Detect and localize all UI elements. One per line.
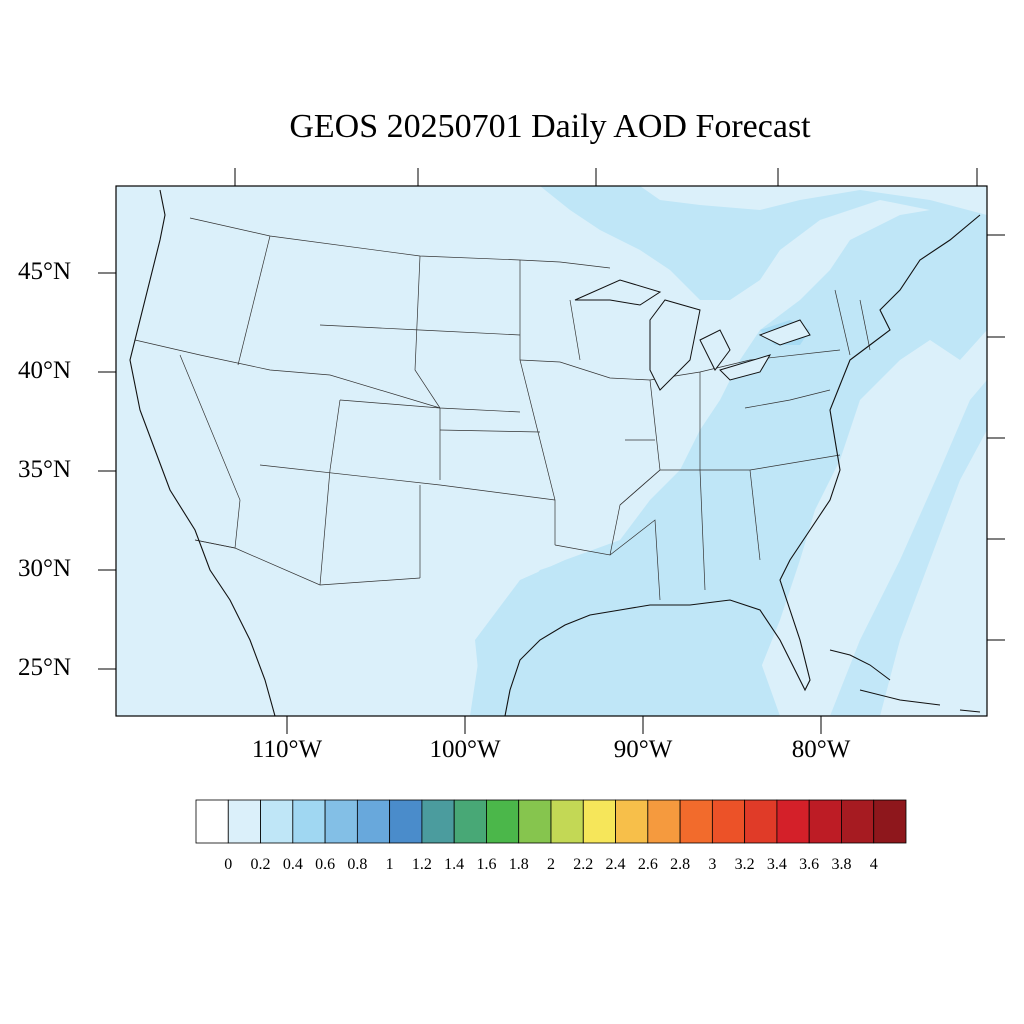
colorbar-swatch (615, 799, 649, 844)
colorbar-swatch (647, 799, 681, 844)
colorbar-label: 3.6 (799, 856, 820, 873)
colorbar-swatch (582, 799, 616, 844)
lon-label: 80°W (791, 736, 851, 763)
map-title: GEOS 20250701 Daily AOD Forecast (289, 108, 811, 145)
colorbar-swatch (260, 799, 294, 844)
map-frame (115, 185, 988, 717)
colorbar-swatch (550, 799, 584, 844)
colorbar-swatch (324, 799, 358, 844)
colorbar-swatch (356, 799, 391, 844)
colorbar-swatch (195, 799, 229, 844)
colorbar-swatch (486, 799, 520, 844)
colorbar-label: 0.8 (347, 856, 368, 873)
colorbar-swatch (679, 799, 713, 844)
colorbar-label: 1.4 (444, 856, 465, 873)
great-lakes (574, 279, 811, 391)
colorbar-label: 2.4 (605, 856, 626, 873)
colorbar-label: 2.2 (573, 856, 594, 873)
colorbar-swatch (808, 799, 842, 844)
coastline (129, 189, 981, 716)
colorbar-swatch (453, 799, 487, 844)
lat-label: 35°N (18, 456, 72, 483)
lon-label: 90°W (613, 736, 673, 763)
colorbar-swatch (292, 799, 326, 844)
caribbean-islands (829, 649, 981, 713)
colorbar-label: 4 (869, 856, 878, 873)
lat-label: 45°N (18, 258, 72, 285)
colorbar-label: 3 (708, 856, 717, 873)
colorbar-label: 0.2 (250, 856, 271, 873)
colorbar-label: 3.8 (831, 856, 852, 873)
lat-label: 30°N (18, 555, 72, 582)
colorbar-label: 2.6 (637, 856, 658, 873)
colorbar-swatch (744, 799, 778, 844)
colorbar-label: 0.6 (315, 856, 336, 873)
colorbar-swatch (841, 799, 875, 844)
lat-label: 25°N (18, 654, 72, 681)
colorbar (195, 799, 907, 844)
colorbar-label: 1 (385, 856, 394, 873)
colorbar-swatch (421, 799, 455, 844)
colorbar-swatch (227, 799, 261, 844)
colorbar-label: 3.2 (734, 856, 755, 873)
lon-label: 100°W (429, 736, 501, 763)
colorbar-label: 1.2 (411, 856, 432, 873)
colorbar-swatch (776, 799, 810, 844)
lon-label: 110°W (251, 736, 323, 763)
colorbar-label: 2 (547, 856, 555, 873)
colorbar-swatch (873, 799, 907, 844)
colorbar-swatch (518, 799, 552, 844)
colorbar-swatch (389, 799, 423, 844)
colorbar-label: 0.4 (282, 856, 303, 873)
map-ticks (98, 168, 1005, 734)
lat-label: 40°N (18, 357, 72, 384)
state-boundaries (134, 217, 871, 601)
colorbar-label: 2.8 (670, 856, 691, 873)
aod-band-ocean (830, 380, 987, 716)
colorbar-label: 1.8 (508, 856, 529, 873)
map-panel (116, 186, 987, 716)
colorbar-label: 1.6 (476, 856, 497, 873)
colorbar-label: 3.4 (766, 856, 787, 873)
colorbar-label: 0 (224, 856, 233, 873)
colorbar-swatch (711, 799, 746, 844)
aod-region-gulf (470, 550, 780, 716)
